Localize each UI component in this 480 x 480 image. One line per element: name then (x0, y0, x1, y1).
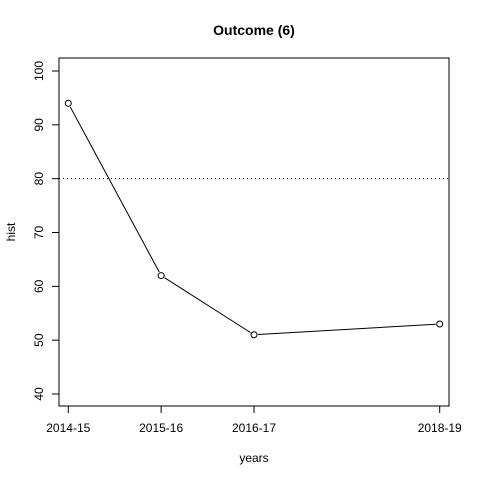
y-tick-label: 50 (32, 333, 46, 347)
x-tick-label: 2014-15 (46, 421, 90, 435)
data-point (158, 273, 164, 279)
x-tick-label: 2016-17 (232, 421, 276, 435)
x-tick-label: 2015-16 (139, 421, 183, 435)
x-axis-label: years (239, 451, 268, 465)
y-tick-label: 70 (32, 226, 46, 240)
series-hist (65, 100, 442, 337)
data-point (437, 321, 443, 327)
series-segment (165, 278, 251, 333)
y-tick-label: 40 (32, 387, 46, 401)
chart-title: Outcome (6) (213, 22, 295, 38)
y-tick-label: 60 (32, 279, 46, 293)
data-point (65, 100, 71, 106)
y-tick-label: 90 (32, 118, 46, 132)
series-segment (258, 324, 436, 334)
y-tick-label: 100 (32, 61, 46, 81)
x-axis: 2014-15 2015-16 2016-17 2018-19 (46, 406, 462, 435)
series-segment (70, 107, 159, 272)
y-tick-label: 80 (32, 172, 46, 186)
x-tick-label: 2018-19 (418, 421, 462, 435)
plot-frame (59, 58, 449, 406)
y-axis-label: hist (4, 222, 18, 241)
y-axis: 40 50 60 70 80 90 100 (32, 61, 59, 401)
data-point (251, 332, 257, 338)
